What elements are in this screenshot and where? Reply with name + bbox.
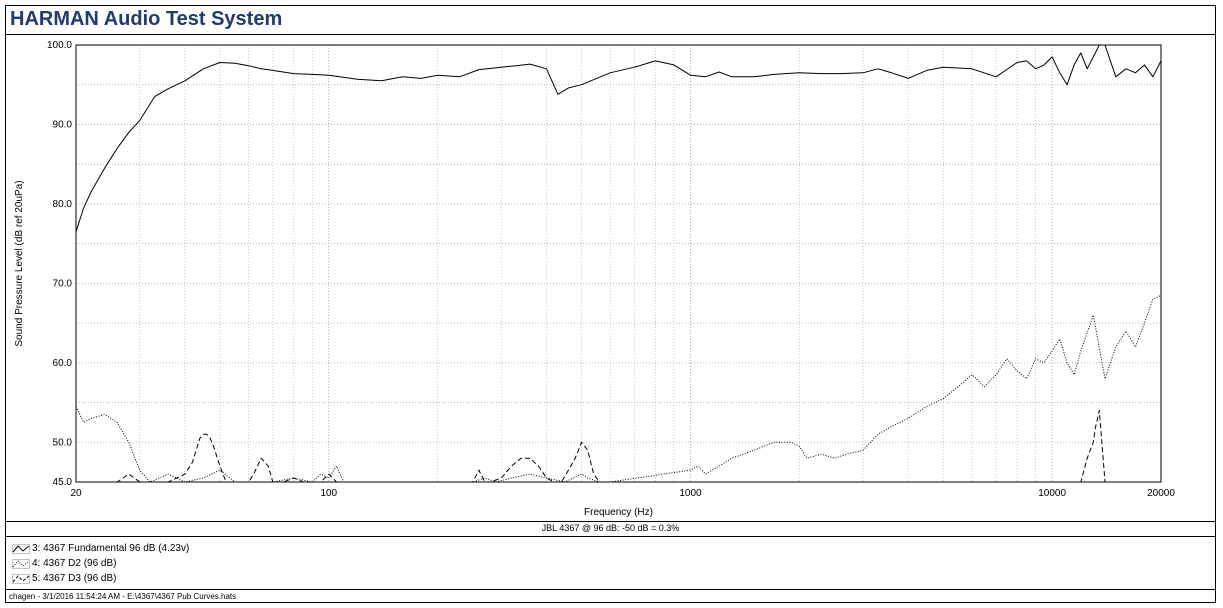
x-axis-label: Frequency (Hz) — [584, 507, 653, 518]
legend-item-d3[interactable]: 5: 4367 D3 (96 dB) — [12, 571, 189, 586]
series-line-d3 — [76, 410, 1106, 482]
y-tick-label: 80.0 — [53, 199, 73, 210]
legend-label-d3: 5: 4367 D3 (96 dB) — [32, 573, 117, 584]
x-tick-label: 100 — [320, 488, 337, 499]
x-tick-label: 20 — [70, 488, 82, 499]
legend: 3: 4367 Fundamental 96 dB (4.23v) 4: 436… — [12, 541, 189, 586]
legend-swatch-dashed — [12, 573, 30, 584]
series-line-d2 — [76, 294, 1161, 482]
title-divider — [6, 34, 1215, 35]
series-line-fundamental — [76, 44, 1161, 232]
legend-swatch-solid — [12, 543, 30, 554]
y-tick-label: 60.0 — [53, 358, 73, 369]
status-bar: chagen - 3/1/2016 11:54:24 AM - E:\4367\… — [6, 589, 1215, 603]
legend-label-d2: 4: 4367 D2 (96 dB) — [32, 558, 117, 569]
x-tick-label: 10000 — [1038, 488, 1066, 499]
plot-area — [76, 45, 1161, 482]
legend-swatch-dotted — [12, 558, 30, 569]
chart-window: HARMAN Audio Test System 100.0 90.0 80.0 70… — [5, 5, 1216, 603]
y-tick-label: 45.0 — [53, 477, 73, 488]
y-tick-label: 70.0 — [53, 278, 73, 289]
y-tick-label: 50.0 — [53, 437, 73, 448]
chart-caption: JBL 4367 @ 96 dB: -50 dB = 0.3% — [6, 521, 1215, 537]
frequency-response-chart: 100.0 90.0 80.0 70.0 60.0 50.0 45.020 100 1000 10… — [14, 40, 1175, 518]
legend-item-d2[interactable]: 4: 4367 D2 (96 dB) — [12, 556, 189, 571]
y-tick-label: 90.0 — [53, 119, 73, 130]
chart-footer: JBL 4367 @ 96 dB: -50 dB = 0.3% 3: 4367 … — [6, 521, 1215, 603]
x-tick-label: 1000 — [679, 488, 702, 499]
y-axis-label: Sound Pressure Level (dB ref 20uPa) — [14, 180, 25, 346]
legend-label-fundamental: 3: 4367 Fundamental 96 dB (4.23v) — [32, 543, 190, 554]
legend-item-fundamental[interactable]: 3: 4367 Fundamental 96 dB (4.23v) — [12, 541, 189, 556]
app-title: HARMAN Audio Test System — [10, 8, 283, 30]
y-tick-label: 100.0 — [47, 40, 72, 51]
x-tick-label: 20000 — [1147, 488, 1175, 499]
